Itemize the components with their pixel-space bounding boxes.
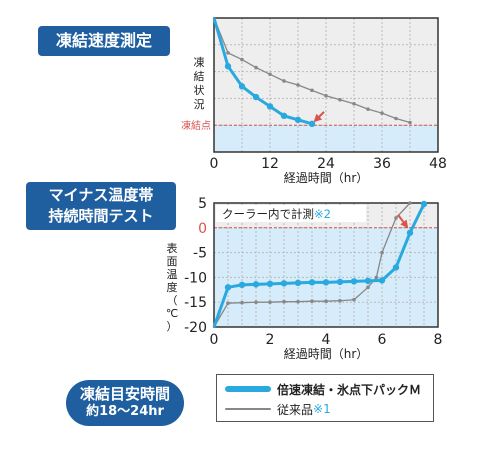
duration-test-line2: 持続時間テスト bbox=[48, 207, 154, 225]
y-tick-label: -15 bbox=[184, 295, 207, 311]
series-b-point bbox=[408, 201, 412, 205]
series-b-point bbox=[366, 107, 370, 111]
series-b-point bbox=[408, 120, 412, 125]
zero-cross-arrow bbox=[397, 214, 409, 229]
freeze-label: 凍結点 bbox=[181, 119, 211, 132]
x-tick-label: 0 bbox=[210, 156, 219, 172]
series-b-point bbox=[380, 111, 384, 115]
series-b-point bbox=[352, 297, 356, 302]
series-b-point bbox=[254, 65, 258, 70]
x-tick-label: 48 bbox=[429, 156, 447, 172]
series-a-point bbox=[308, 120, 316, 128]
series-b-point bbox=[380, 250, 384, 255]
y-axis-label: 表面温度（℃） bbox=[166, 241, 178, 333]
x-tick-label: 2 bbox=[266, 332, 275, 348]
y-axis-label: 凍結状況 bbox=[194, 56, 205, 111]
x-tick-label: 24 bbox=[317, 156, 335, 172]
series-a-point bbox=[406, 229, 414, 236]
temperature-chart: クーラー内で計測※2 5 0 -5 -10 -15 -20 表面温度（℃） 0 2 4 6 8 経過時間（… bbox=[166, 196, 443, 361]
series-a-point bbox=[238, 281, 246, 289]
series-a-point bbox=[308, 279, 316, 286]
series-b-point bbox=[394, 216, 398, 220]
series-a-point bbox=[350, 278, 358, 285]
annotation-box bbox=[216, 205, 366, 222]
x-tick-label: 0 bbox=[210, 332, 219, 348]
freeze-point-arrow bbox=[313, 111, 325, 123]
x-tick-label: 8 bbox=[434, 332, 443, 348]
y-tick-label: -20 bbox=[184, 320, 207, 336]
series-b-point bbox=[310, 299, 314, 304]
series-a-point bbox=[252, 93, 260, 101]
series-a-point bbox=[392, 264, 400, 271]
series-b-point bbox=[338, 298, 342, 303]
y-tick-label: -10 bbox=[184, 270, 207, 286]
series-b-point bbox=[366, 285, 370, 290]
series-a-point bbox=[420, 200, 428, 208]
series-b-point bbox=[324, 299, 328, 304]
series-b-point bbox=[226, 301, 230, 305]
duration-test-badge: マイナス温度帯 持続時間テスト bbox=[26, 182, 176, 230]
series-b-point bbox=[374, 275, 379, 280]
series-a-point bbox=[252, 281, 260, 288]
series-a-point bbox=[336, 278, 344, 286]
freeze-time-label: 凍結目安時間 bbox=[79, 385, 170, 403]
series-b-point bbox=[282, 299, 286, 304]
series-b-point bbox=[394, 116, 398, 121]
x-axis-label: 経過時間（hr） bbox=[284, 171, 369, 185]
series-b-point bbox=[296, 83, 300, 87]
annotation-text: クーラー内で計測※2 bbox=[222, 207, 331, 221]
series-a-point bbox=[322, 279, 330, 286]
y-tick-label: 0 bbox=[198, 221, 207, 237]
freeze-time-value: 約18〜24hr bbox=[86, 404, 164, 419]
series-a-point bbox=[294, 116, 302, 124]
legend-swatch-a bbox=[225, 386, 271, 392]
legend: 倍速凍結・氷点下パックＭ 従来品 ※1 bbox=[216, 374, 434, 422]
x-tick-label: 36 bbox=[373, 156, 391, 172]
series-b-point bbox=[296, 299, 300, 304]
series-a-point bbox=[378, 277, 386, 284]
series-a-point bbox=[294, 279, 302, 287]
series-b-point bbox=[324, 93, 328, 98]
series-b-point bbox=[268, 300, 272, 305]
series-a-point bbox=[280, 112, 288, 120]
x-tick-label: 4 bbox=[322, 332, 331, 348]
legend-item-series-a: 倍速凍結・氷点下パックＭ bbox=[225, 380, 421, 398]
series-b-point bbox=[310, 88, 314, 93]
series-a-point bbox=[266, 280, 274, 288]
legend-swatch-b bbox=[225, 408, 271, 410]
series-a-line bbox=[212, 203, 426, 328]
plot-frame bbox=[213, 202, 439, 328]
x-tick-label: 12 bbox=[261, 156, 279, 172]
legend-label-a: 倍速凍結・氷点下パックＭ bbox=[277, 382, 422, 397]
series-a-point bbox=[224, 63, 232, 70]
legend-label-b: 従来品 bbox=[277, 402, 314, 417]
series-b-point bbox=[240, 57, 244, 62]
series-b-point bbox=[226, 51, 230, 55]
series-b-point bbox=[240, 300, 244, 305]
freeze-time-badge: 凍結目安時間 約18〜24hr bbox=[66, 380, 184, 426]
series-b-point bbox=[352, 101, 356, 106]
series-a-point bbox=[266, 103, 274, 110]
duration-test-line1: マイナス温度帯 bbox=[48, 186, 154, 204]
x-tick-label: 6 bbox=[378, 332, 387, 348]
series-a-point bbox=[224, 284, 232, 291]
series-b-point bbox=[254, 300, 258, 305]
series-b-line bbox=[213, 202, 411, 328]
plot-frame bbox=[213, 17, 439, 153]
legend-item-series-b: 従来品 ※1 bbox=[225, 400, 331, 418]
series-a-point bbox=[364, 277, 372, 285]
series-a-point bbox=[280, 280, 288, 287]
series-b-point bbox=[282, 79, 286, 83]
series-b-point bbox=[268, 72, 272, 77]
y-tick-label: -5 bbox=[193, 246, 207, 262]
freeze-speed-chart: 凍結点 凍結状況 0 12 24 36 48 経過時間（hr） bbox=[181, 17, 447, 185]
speed-test-badge: 凍結速度測定 bbox=[38, 26, 170, 56]
series-b-point bbox=[338, 97, 342, 102]
y-tick-label: 5 bbox=[198, 196, 207, 212]
series-a-point bbox=[238, 83, 246, 90]
x-axis-label: 経過時間（hr） bbox=[284, 347, 369, 361]
legend-note-b: ※1 bbox=[313, 402, 331, 416]
